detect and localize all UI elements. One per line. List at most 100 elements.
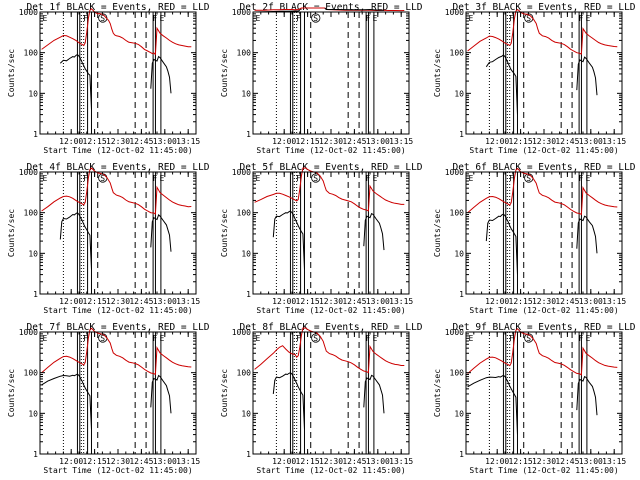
reference-lines bbox=[275, 172, 375, 294]
series-events-0 bbox=[485, 54, 518, 115]
x-axis-label: Start Time (12-Oct-02 11:45:00) bbox=[43, 146, 192, 155]
y-tick-label: 100 bbox=[237, 209, 252, 218]
marker-s-2: S bbox=[313, 14, 318, 23]
y-tick-label: 100 bbox=[24, 49, 39, 58]
y-axis-label: Counts/sec bbox=[7, 209, 16, 257]
x-axis-label: Start Time (12-Oct-02 11:45:00) bbox=[469, 466, 618, 475]
x-tick-label: 13:15 bbox=[176, 137, 200, 146]
x-tick-label: 12:15 bbox=[83, 297, 107, 306]
marker-f-3: F bbox=[579, 334, 584, 343]
series-events-0 bbox=[272, 372, 305, 430]
y-tick-label: 1000 bbox=[19, 328, 38, 337]
marker-f-3: F bbox=[153, 174, 158, 183]
y-tick-label: 10 bbox=[454, 249, 464, 258]
x-tick-label: 12:15 bbox=[296, 297, 320, 306]
y-tick-label: 1000 bbox=[445, 168, 464, 177]
y-tick-label: 1 bbox=[459, 290, 464, 299]
marker-f-1: F bbox=[509, 14, 514, 23]
series-lld-1 bbox=[254, 167, 405, 212]
x-axis-label: Start Time (12-Oct-02 11:45:00) bbox=[43, 306, 192, 315]
series-events-2 bbox=[150, 374, 172, 414]
x-tick-label: 13:00 bbox=[153, 457, 177, 466]
x-tick-label: 13:15 bbox=[389, 457, 413, 466]
x-tick-label: 12:15 bbox=[83, 457, 107, 466]
x-tick-label: 12:15 bbox=[509, 297, 533, 306]
series-events-0 bbox=[59, 53, 92, 110]
x-tick-label: 12:45 bbox=[129, 457, 153, 466]
reference-lines bbox=[488, 332, 588, 454]
series-lld-1 bbox=[41, 327, 192, 376]
x-tick-label: 12:30 bbox=[319, 297, 343, 306]
series-events-2 bbox=[576, 215, 598, 254]
marker-s-2: S bbox=[100, 14, 105, 23]
y-axis-label: Counts/sec bbox=[220, 209, 229, 257]
x-tick-label: 12:30 bbox=[319, 137, 343, 146]
y-tick-label: 100 bbox=[237, 369, 252, 378]
x-tick-label: 12:30 bbox=[319, 457, 343, 466]
series-events-0 bbox=[485, 213, 518, 275]
x-axis-label: Start Time (12-Oct-02 11:45:00) bbox=[256, 146, 405, 155]
y-tick-label: 10 bbox=[454, 409, 464, 418]
series-events-0 bbox=[467, 374, 518, 435]
marker-f-1: F bbox=[296, 174, 301, 183]
y-tick-label: 10 bbox=[28, 89, 38, 98]
x-tick-label: 12:15 bbox=[509, 457, 533, 466]
x-tick-label: 12:30 bbox=[106, 137, 130, 146]
series-events-0 bbox=[41, 373, 92, 430]
series-lld-0 bbox=[254, 7, 405, 12]
x-tick-label: 13:00 bbox=[366, 457, 390, 466]
marker-f-1: F bbox=[83, 174, 88, 183]
y-axis-label: Counts/sec bbox=[433, 369, 442, 417]
marker-e-0: E bbox=[256, 334, 261, 343]
marker-s-2: S bbox=[526, 334, 531, 343]
series-events-0 bbox=[272, 210, 305, 270]
x-tick-label: 12:00 bbox=[272, 457, 296, 466]
marker-e-0: E bbox=[469, 334, 474, 343]
panel-title: Det 5f BLACK = Events, RED = LLD bbox=[239, 162, 422, 173]
panel-title: Det 9f BLACK = Events, RED = LLD bbox=[452, 322, 635, 333]
x-tick-label: 12:00 bbox=[485, 137, 509, 146]
marker-f-1: F bbox=[296, 14, 301, 23]
marker-e-0: E bbox=[43, 14, 48, 23]
series-lld-1 bbox=[467, 8, 618, 55]
series-events-2 bbox=[363, 374, 385, 414]
reference-lines bbox=[275, 332, 375, 454]
marker-f-3: F bbox=[579, 14, 584, 23]
y-axis-label: Counts/sec bbox=[433, 209, 442, 257]
reference-lines bbox=[275, 12, 375, 134]
y-tick-label: 100 bbox=[24, 369, 39, 378]
panel-title: Det 6f BLACK = Events, RED = LLD bbox=[452, 162, 635, 173]
x-tick-label: 12:30 bbox=[106, 297, 130, 306]
y-tick-label: 100 bbox=[237, 49, 252, 58]
x-tick-label: 12:45 bbox=[129, 297, 153, 306]
x-tick-label: 12:45 bbox=[342, 457, 366, 466]
marker-f-1: F bbox=[509, 174, 514, 183]
x-tick-label: 13:15 bbox=[176, 457, 200, 466]
marker-f-3: F bbox=[153, 334, 158, 343]
x-tick-label: 12:15 bbox=[296, 457, 320, 466]
marker-f-1: F bbox=[83, 334, 88, 343]
x-tick-label: 13:15 bbox=[602, 297, 626, 306]
series-events-2 bbox=[150, 55, 172, 94]
marker-f-1: F bbox=[83, 14, 88, 23]
x-tick-label: 13:00 bbox=[366, 137, 390, 146]
y-tick-label: 100 bbox=[450, 49, 465, 58]
y-tick-label: 1000 bbox=[19, 8, 38, 17]
marker-s-2: S bbox=[313, 174, 318, 183]
x-tick-label: 13:00 bbox=[153, 297, 177, 306]
y-axis-label: Counts/sec bbox=[7, 369, 16, 417]
y-tick-label: 1 bbox=[246, 290, 251, 299]
y-tick-label: 1000 bbox=[232, 328, 251, 337]
y-axis-label: Counts/sec bbox=[220, 369, 229, 417]
y-tick-label: 1 bbox=[246, 450, 251, 459]
marker-e-4: E bbox=[586, 334, 591, 343]
marker-f-3: F bbox=[366, 174, 371, 183]
reference-lines bbox=[62, 12, 162, 134]
x-tick-label: 12:15 bbox=[83, 137, 107, 146]
panel-title: Det 8f BLACK = Events, RED = LLD bbox=[239, 322, 422, 333]
y-axis-label: Counts/sec bbox=[220, 49, 229, 97]
